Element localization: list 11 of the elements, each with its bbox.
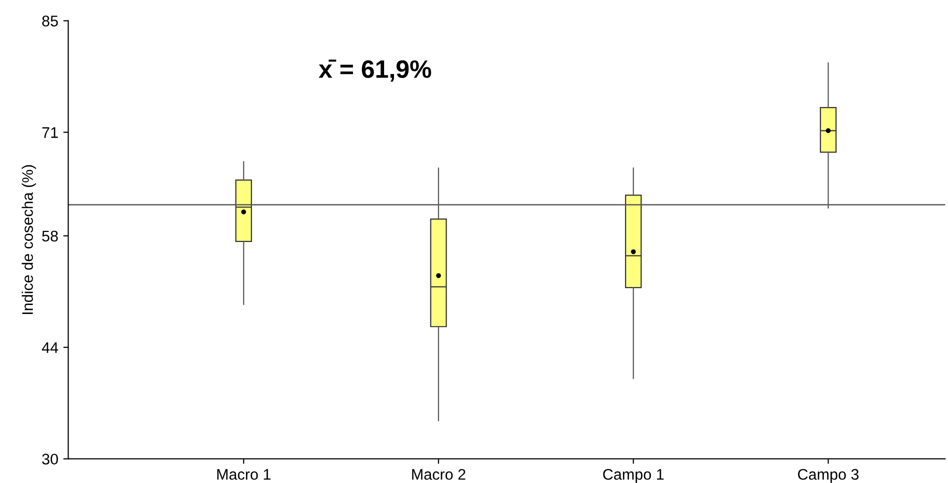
x-tick-label: Campo 1 <box>603 468 664 483</box>
y-axis-title: Indice de cosecha (%) <box>22 165 36 314</box>
y-tick-label: 44 <box>42 342 58 353</box>
y-tick-label: 30 <box>42 454 58 465</box>
annotation: x̄ = 61,9% <box>318 60 432 82</box>
y-tick-label: 85 <box>42 16 58 26</box>
x-tick-label: Campo 3 <box>798 468 859 483</box>
y-tick-label: 71 <box>42 127 58 138</box>
y-tick-label: 58 <box>42 230 58 242</box>
x-tick-label: Macro 1 <box>217 469 270 480</box>
x-tick-label: Macro 2 <box>412 468 466 480</box>
